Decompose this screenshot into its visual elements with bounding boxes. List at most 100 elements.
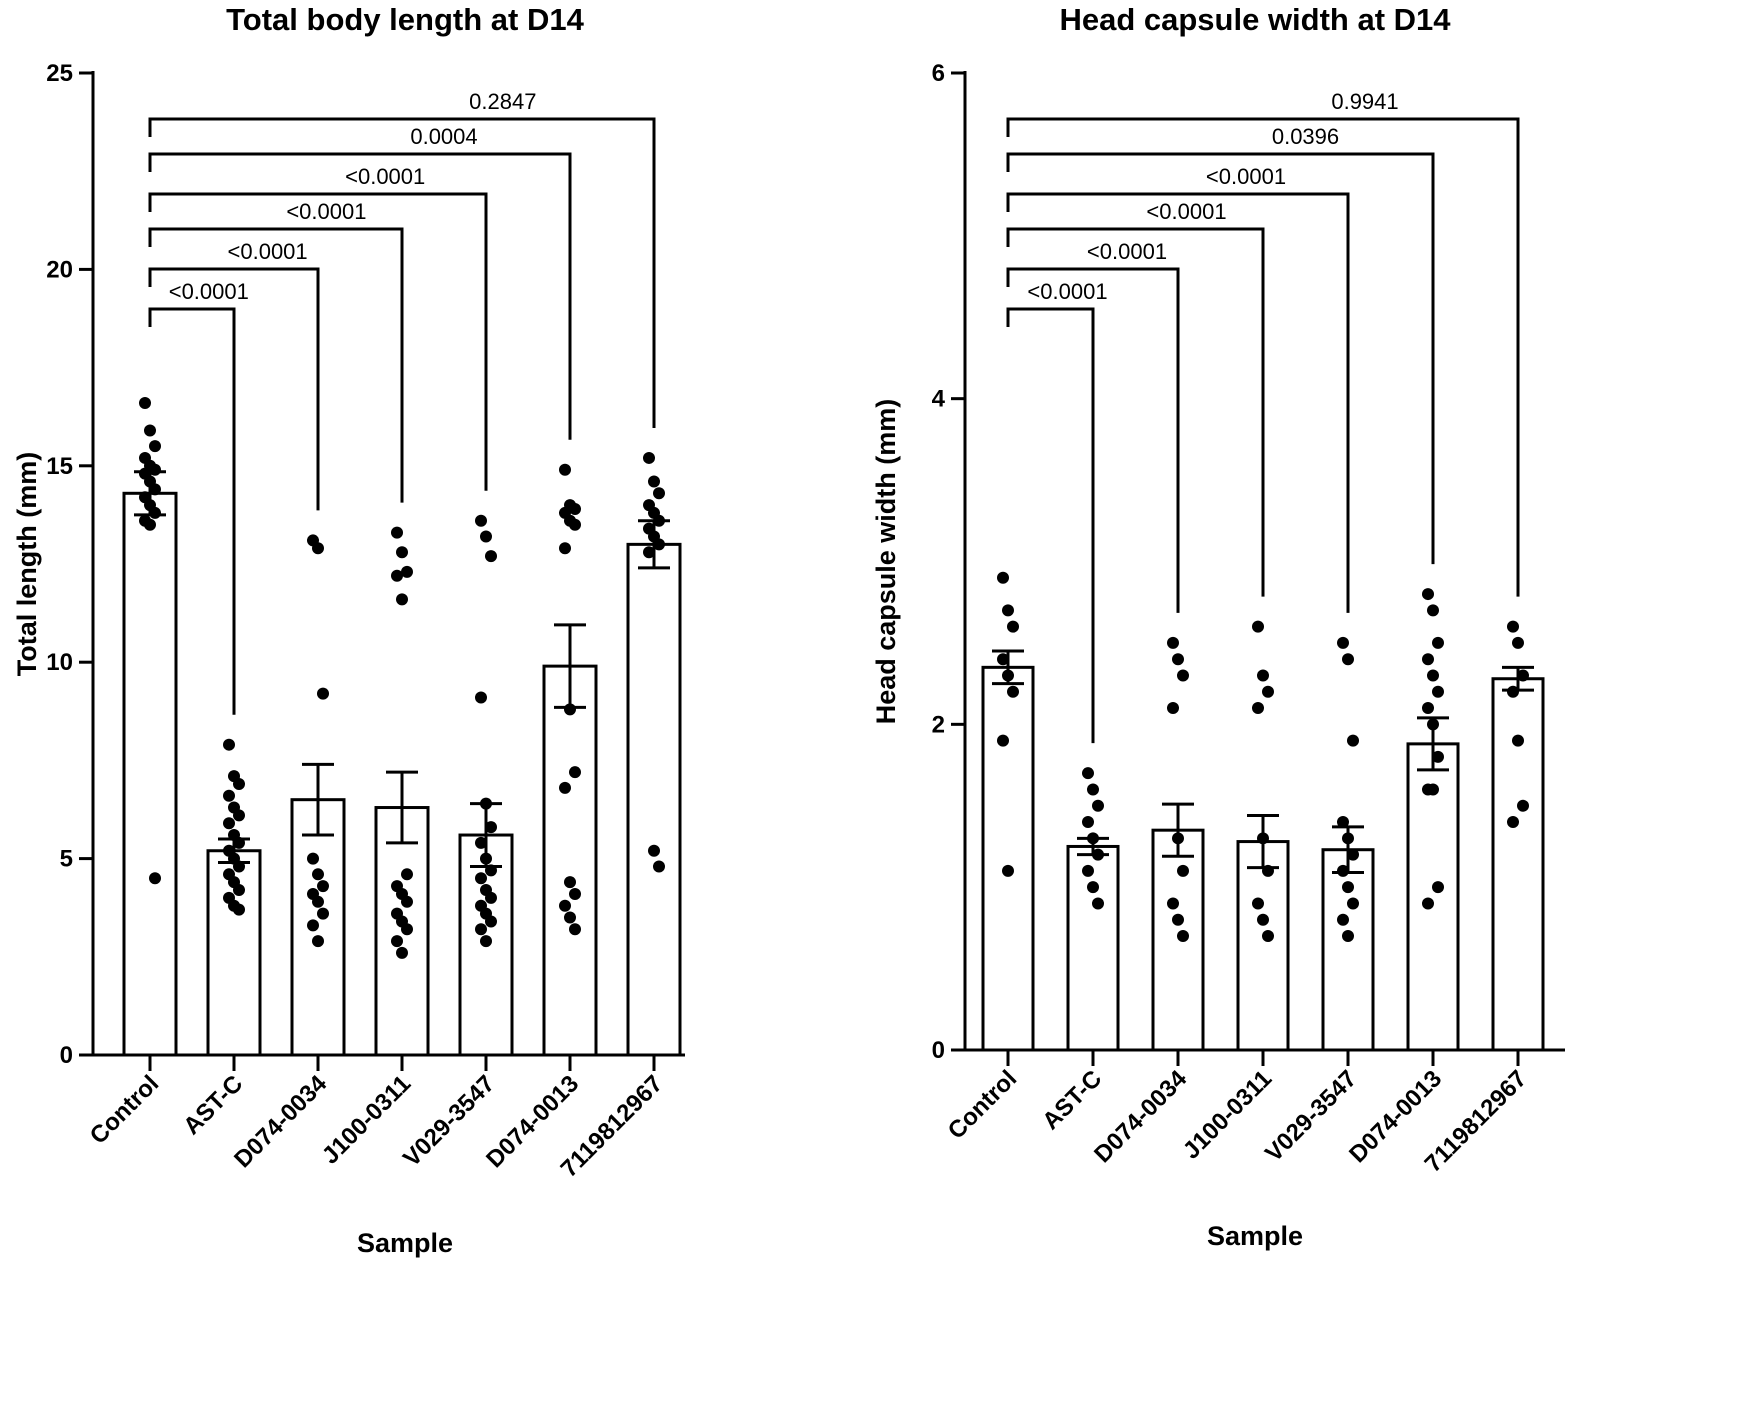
data-point	[475, 872, 487, 885]
y-axis-label: Total length (mm)	[12, 452, 42, 676]
data-point	[1427, 604, 1439, 617]
data-point	[1167, 897, 1179, 910]
data-point	[317, 907, 329, 920]
comparison-bracket	[148, 192, 488, 491]
data-point	[223, 789, 235, 802]
bar-v029-3547	[1321, 848, 1375, 1052]
data-point	[307, 852, 319, 865]
data-point	[997, 734, 1009, 747]
y-tick-label: 5	[60, 846, 73, 873]
data-point	[391, 526, 403, 539]
y-tick-label: 4	[932, 386, 946, 413]
data-point	[997, 653, 1009, 666]
data-point	[997, 571, 1009, 584]
p-value-label: <0.0001	[1087, 239, 1167, 264]
data-point	[1002, 604, 1014, 617]
data-point	[1337, 816, 1349, 829]
data-point	[485, 891, 497, 904]
data-point	[1422, 588, 1434, 601]
comparison-bracket	[1006, 192, 1350, 613]
data-point	[149, 440, 161, 453]
data-point	[1432, 750, 1444, 763]
data-point	[1087, 881, 1099, 894]
data-point	[233, 777, 245, 790]
total-body-length-chart: Total body length at D14 0 5 10 15 20 25 Total …	[12, 2, 685, 1258]
p-value-label: 0.2847	[469, 89, 536, 114]
y-tick-label: 6	[932, 60, 945, 87]
data-point	[475, 514, 487, 527]
y-axis-label: Head capsule width (mm)	[871, 399, 901, 725]
data-point	[144, 518, 156, 531]
y-tick-label: 15	[46, 453, 73, 480]
data-point	[1252, 897, 1264, 910]
data-point	[312, 935, 324, 948]
comparison-bracket	[1006, 227, 1265, 597]
category-label: AST-C	[178, 1070, 248, 1140]
data-point	[653, 860, 665, 873]
data-point	[569, 503, 581, 516]
data-point	[1082, 816, 1094, 829]
category-label: AST-C	[1037, 1065, 1107, 1135]
data-point	[1337, 913, 1349, 926]
data-point	[1342, 930, 1354, 943]
p-value-label: <0.0001	[1146, 199, 1226, 224]
data-point	[1422, 653, 1434, 666]
data-point	[317, 880, 329, 893]
bar-j100-0311	[1236, 840, 1290, 1052]
data-point	[1517, 799, 1529, 812]
data-point	[396, 593, 408, 606]
data-point	[401, 923, 413, 936]
data-point	[559, 542, 571, 555]
data-point	[1257, 913, 1269, 926]
y-tick-label: 25	[46, 60, 73, 87]
data-point	[485, 821, 497, 834]
data-point	[312, 895, 324, 908]
bar-control	[122, 491, 178, 1057]
p-value-label: <0.0001	[286, 199, 366, 224]
data-point	[1007, 620, 1019, 633]
p-value-label: 0.0004	[410, 124, 477, 149]
data-point	[223, 817, 235, 830]
data-point	[1257, 669, 1269, 682]
data-point	[1082, 864, 1094, 877]
data-point	[1252, 702, 1264, 715]
data-point	[149, 483, 161, 496]
comparison-bracket	[148, 307, 236, 715]
data-point	[391, 569, 403, 582]
head-capsule-width-chart: Head capsule width at D14 0 2 4 6 Head capsul…	[871, 2, 1565, 1251]
data-point	[1177, 930, 1189, 943]
data-point	[1177, 669, 1189, 682]
y-tick-label: 20	[46, 256, 73, 283]
bar-d074-0034	[1151, 828, 1205, 1052]
data-point	[1427, 669, 1439, 682]
data-point	[653, 487, 665, 500]
data-point	[648, 475, 660, 488]
data-point	[149, 872, 161, 885]
bar-control	[981, 665, 1035, 1052]
data-point	[1432, 685, 1444, 698]
category-label: D074-0034	[229, 1070, 333, 1174]
data-point	[569, 887, 581, 900]
y-tick-label: 0	[60, 1042, 73, 1069]
data-point	[144, 424, 156, 437]
comparison-bracket	[148, 117, 656, 428]
y-tick-label: 0	[932, 1037, 945, 1064]
data-point	[401, 895, 413, 908]
category-label: Control	[943, 1065, 1022, 1144]
data-point	[1422, 897, 1434, 910]
data-point	[1087, 783, 1099, 796]
data-point	[569, 923, 581, 936]
data-point	[139, 396, 151, 409]
data-point	[564, 876, 576, 889]
p-value-label: <0.0001	[345, 164, 425, 189]
data-point	[475, 923, 487, 936]
comparison-bracket	[1006, 152, 1435, 565]
data-point	[317, 687, 329, 700]
data-point	[480, 935, 492, 948]
data-point	[1347, 848, 1359, 861]
y-tick-label: 2	[932, 711, 945, 738]
data-point	[1337, 636, 1349, 649]
data-point	[564, 911, 576, 924]
p-value-label: <0.0001	[1027, 279, 1107, 304]
